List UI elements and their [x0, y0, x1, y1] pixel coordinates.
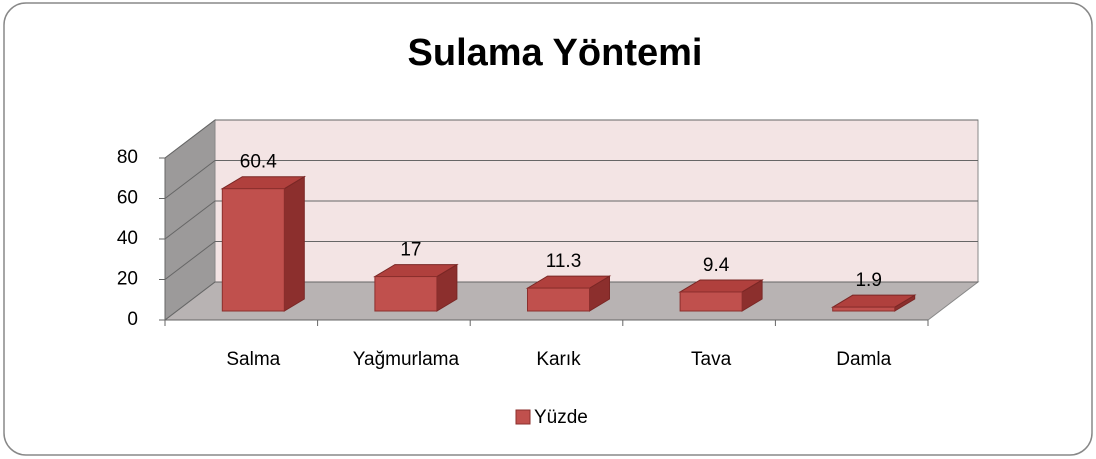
grid-line — [164, 119, 978, 159]
x-tick-label: Karık — [536, 349, 581, 370]
x-tick-label: Tava — [691, 349, 732, 370]
grid-line — [164, 200, 978, 240]
bar-side — [283, 175, 305, 312]
y-tick-label: 40 — [117, 228, 138, 249]
y-tick-label: 20 — [117, 269, 138, 290]
bar — [221, 188, 285, 312]
chart-title: Sulama Yöntemi — [408, 32, 703, 74]
value-label: 60.4 — [240, 152, 277, 173]
legend-swatch — [515, 409, 531, 425]
value-label: 11.3 — [546, 251, 582, 272]
value-label: 9.4 — [703, 255, 730, 276]
y-tick-label: 80 — [117, 147, 138, 168]
grid-line — [164, 160, 978, 199]
legend-label: Yüzde — [534, 407, 588, 428]
y-tick-label: 60 — [117, 188, 138, 209]
x-tick-label: Yağmurlama — [353, 349, 460, 370]
bar — [374, 276, 438, 312]
y-tick-label: 0 — [127, 309, 138, 330]
bar — [832, 306, 896, 312]
x-tick-label: Salma — [226, 349, 280, 370]
x-tick-label: Damla — [836, 349, 891, 370]
bar — [527, 287, 590, 312]
bar — [679, 291, 743, 312]
value-label: 17 — [400, 240, 421, 261]
value-label: 1.9 — [855, 270, 881, 291]
grid-line — [164, 241, 978, 280]
